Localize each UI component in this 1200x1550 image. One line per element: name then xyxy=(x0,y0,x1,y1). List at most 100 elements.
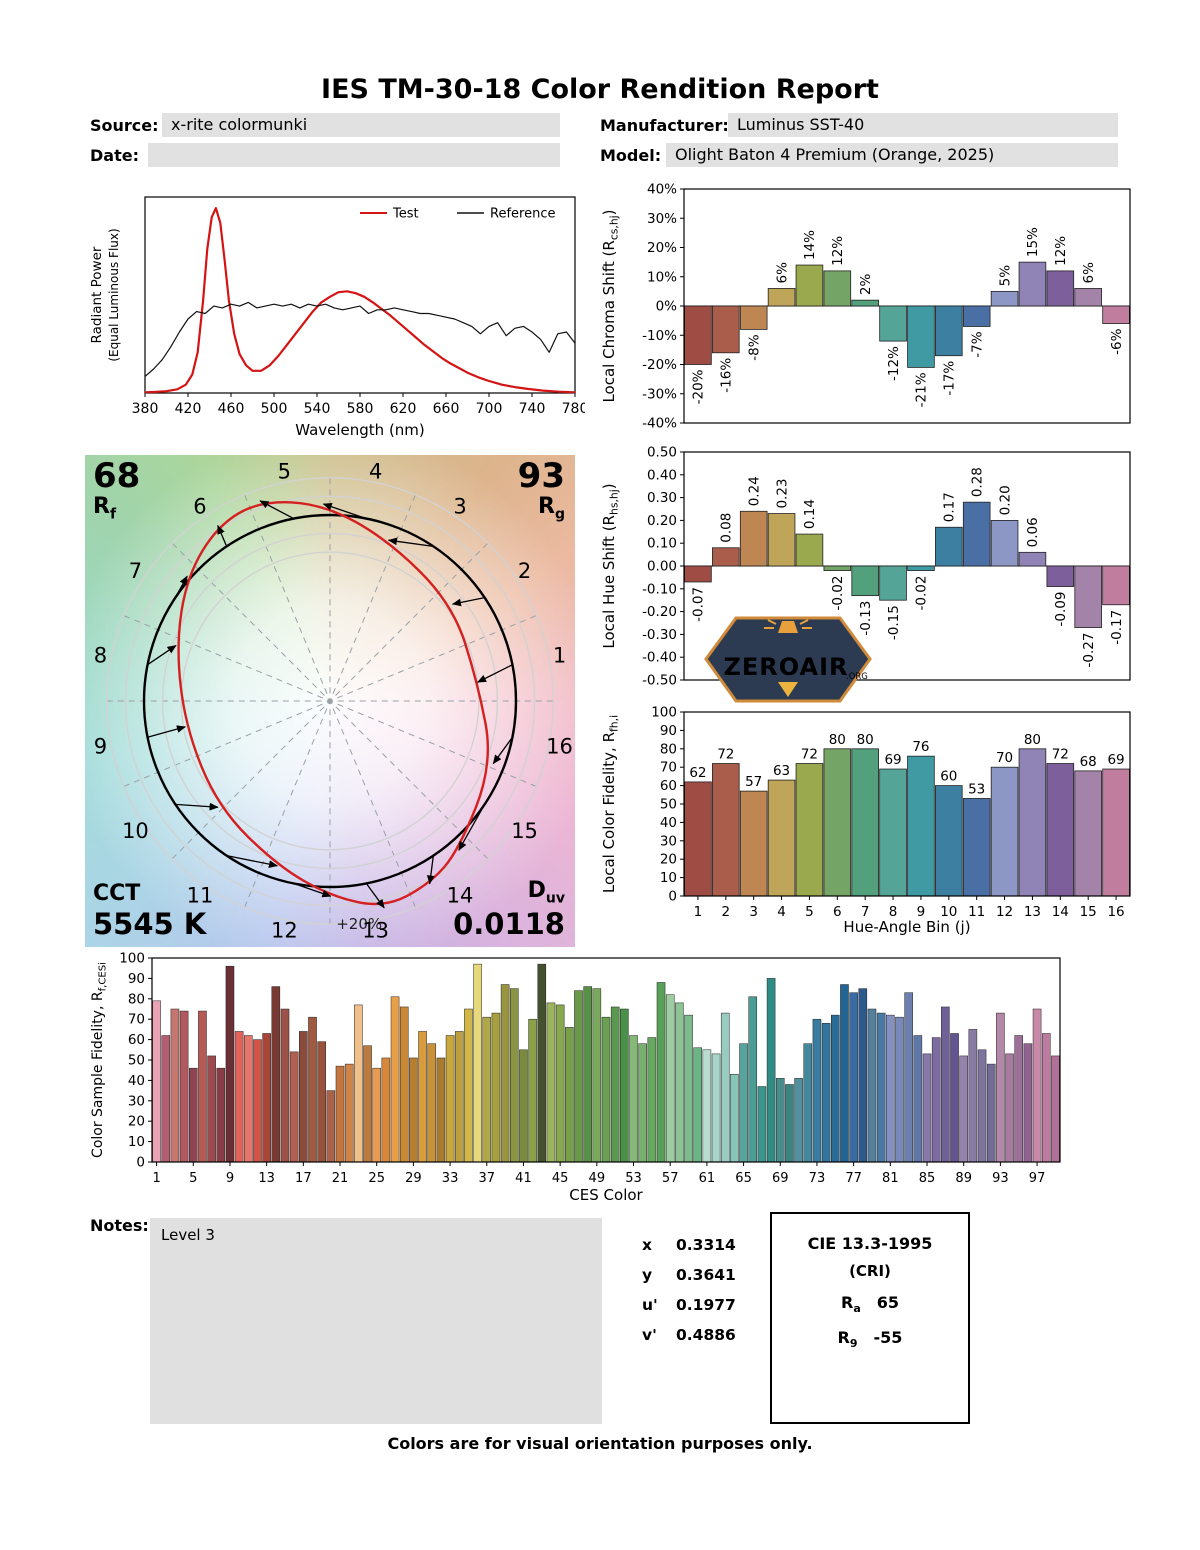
svg-text:14: 14 xyxy=(447,884,474,908)
svg-text:80: 80 xyxy=(128,991,145,1007)
svg-text:77: 77 xyxy=(845,1171,862,1186)
svg-text:30%: 30% xyxy=(647,211,677,227)
svg-text:Local Hue Shift (Rhs,hj): Local Hue Shift (Rhs,hj) xyxy=(600,483,621,648)
svg-text:-30%: -30% xyxy=(642,386,677,402)
svg-text:60: 60 xyxy=(128,1032,145,1048)
svg-text:-0.07: -0.07 xyxy=(691,587,707,622)
svg-text:9: 9 xyxy=(226,1171,234,1186)
svg-text:Local Chroma Shift (Rcs,hj): Local Chroma Shift (Rcs,hj) xyxy=(600,209,621,402)
zeroair-logo-svg: ZEROAIR .ORG xyxy=(704,616,872,703)
svg-text:10: 10 xyxy=(128,1134,145,1150)
rf-block: 68 Rf xyxy=(93,459,140,521)
svg-text:53: 53 xyxy=(968,781,985,797)
logo-lamp-rays-icon xyxy=(764,619,812,629)
source-label: Source: xyxy=(90,116,159,135)
footer-note: Colors are for visual orientation purpos… xyxy=(387,1434,813,1453)
svg-text:53: 53 xyxy=(625,1171,642,1186)
cri-box: CIE 13.3-1995 (CRI) Ra 65 R9 -55 xyxy=(770,1212,970,1424)
svg-text:85: 85 xyxy=(919,1171,936,1186)
svg-text:6%: 6% xyxy=(1081,262,1097,284)
svg-text:0: 0 xyxy=(668,889,677,905)
rg-block: 93 Rg xyxy=(518,459,565,521)
cri-title: CIE 13.3-1995 xyxy=(807,1234,933,1253)
svg-text:12: 12 xyxy=(996,904,1013,920)
svg-text:0: 0 xyxy=(136,1155,145,1171)
logo-suffix: .ORG xyxy=(846,672,868,682)
svg-text:0.23: 0.23 xyxy=(774,478,790,508)
svg-text:89: 89 xyxy=(955,1171,972,1186)
svg-text:57: 57 xyxy=(745,774,762,790)
svg-text:72: 72 xyxy=(717,747,734,763)
svg-text:5%: 5% xyxy=(997,265,1013,287)
svg-text:69: 69 xyxy=(772,1171,789,1186)
svg-text:-0.30: -0.30 xyxy=(642,627,677,643)
svg-text:21: 21 xyxy=(332,1171,349,1186)
svg-text:80: 80 xyxy=(829,732,846,748)
svg-text:620: 620 xyxy=(390,401,417,417)
svg-text:2: 2 xyxy=(722,904,731,920)
logo-hexagon xyxy=(704,616,872,703)
svg-text:6: 6 xyxy=(193,494,206,518)
svg-text:15%: 15% xyxy=(1025,227,1041,257)
svg-text:20: 20 xyxy=(128,1114,145,1130)
chromaticity-y: y 0.3641 xyxy=(642,1266,736,1284)
svg-text:CES Color: CES Color xyxy=(569,1186,643,1204)
svg-text:81: 81 xyxy=(882,1171,899,1186)
chromaticity-v: v' 0.4886 xyxy=(642,1326,736,1344)
svg-text:20: 20 xyxy=(660,852,677,868)
svg-text:-0.17: -0.17 xyxy=(1109,610,1125,645)
svg-text:9: 9 xyxy=(917,904,926,920)
svg-text:+20%: +20% xyxy=(336,915,382,933)
svg-text:3: 3 xyxy=(749,904,758,920)
svg-text:40: 40 xyxy=(660,815,677,831)
date-field xyxy=(148,143,560,167)
svg-text:37: 37 xyxy=(478,1171,495,1186)
chromaticity-x: x 0.3314 xyxy=(642,1236,736,1254)
svg-text:-6%: -6% xyxy=(1109,328,1125,354)
svg-text:15: 15 xyxy=(1080,904,1097,920)
logo-beam-icon xyxy=(778,682,798,697)
svg-text:780: 780 xyxy=(562,401,585,417)
svg-text:Reference: Reference xyxy=(490,207,555,222)
svg-text:0.10: 0.10 xyxy=(647,536,677,552)
local-color-fidelity-chart: 0 10 20 30 40 50 60 70 80 90 100 62 72 57 63 72 80 80 69 76… xyxy=(598,698,1138,940)
svg-text:1: 1 xyxy=(553,643,566,667)
svg-text:50: 50 xyxy=(128,1053,145,1069)
svg-text:49: 49 xyxy=(589,1171,606,1186)
svg-text:0.20: 0.20 xyxy=(647,513,677,529)
svg-text:740: 740 xyxy=(519,401,546,417)
svg-text:60: 60 xyxy=(940,769,957,785)
svg-text:72: 72 xyxy=(801,747,818,763)
svg-text:14: 14 xyxy=(1052,904,1069,920)
svg-text:-0.09: -0.09 xyxy=(1053,592,1069,627)
svg-text:73: 73 xyxy=(809,1171,826,1186)
svg-text:2: 2 xyxy=(518,559,531,583)
svg-text:93: 93 xyxy=(992,1171,1009,1186)
svg-text:7: 7 xyxy=(129,559,142,583)
color-vector-graphic: 1 2 3 4 5 6 7 8 9 10 11 12 13 14 15 16 +20% 68 Rf 93 Rg … xyxy=(85,455,575,947)
model-label: Model: xyxy=(600,146,662,165)
svg-text:11: 11 xyxy=(187,884,214,908)
svg-text:0%: 0% xyxy=(656,299,678,315)
zeroair-logo: ZEROAIR .ORG xyxy=(698,612,878,707)
ces-svg: 0 10 20 30 40 50 60 70 80 90 100 1 5 9 13 17 21 25 29 33 37 4… xyxy=(90,951,1061,1204)
svg-text:Hue-Angle Bin (j): Hue-Angle Bin (j) xyxy=(843,918,970,936)
svg-text:0.17: 0.17 xyxy=(942,492,958,522)
notes-field: Level 3 xyxy=(150,1218,602,1424)
svg-text:Radiant Power: Radiant Power xyxy=(89,246,105,343)
svg-text:9: 9 xyxy=(94,735,107,759)
local-chroma-shift-chart: -40% -30% -20% -10% 0% 10% 20% 30% 40% -20% -16% -8… xyxy=(598,182,1138,432)
svg-text:41: 41 xyxy=(515,1171,532,1186)
cri-r9-row: R9 -55 xyxy=(837,1328,903,1351)
svg-text:90: 90 xyxy=(660,723,677,739)
svg-text:-20%: -20% xyxy=(642,357,677,373)
svg-text:10: 10 xyxy=(940,904,957,920)
svg-text:13: 13 xyxy=(1024,904,1041,920)
svg-text:460: 460 xyxy=(218,401,245,417)
svg-text:6%: 6% xyxy=(774,262,790,284)
svg-text:0.50: 0.50 xyxy=(647,446,677,461)
svg-text:80: 80 xyxy=(660,741,677,757)
